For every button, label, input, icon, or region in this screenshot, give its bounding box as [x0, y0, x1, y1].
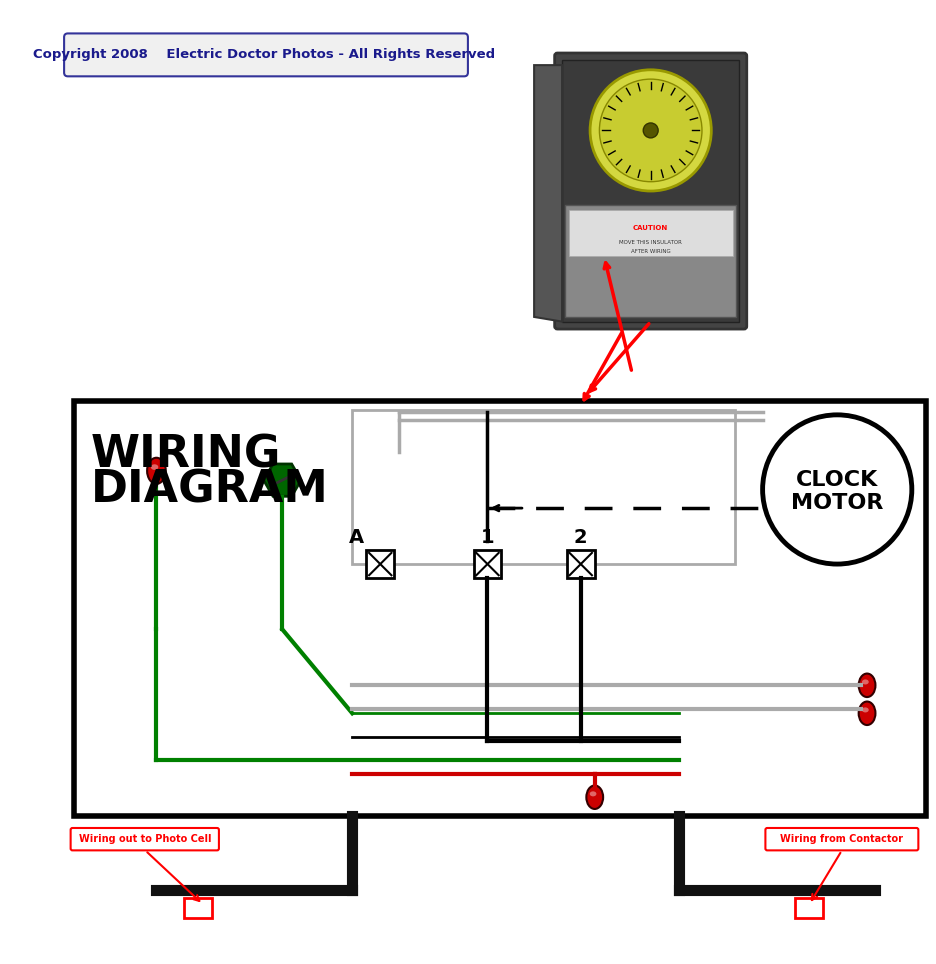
Bar — [184, 897, 212, 919]
Bar — [366, 550, 394, 578]
Text: AFTER WIRING: AFTER WIRING — [630, 249, 670, 254]
Bar — [795, 897, 823, 919]
Ellipse shape — [861, 680, 868, 684]
Polygon shape — [263, 464, 300, 496]
Ellipse shape — [861, 708, 868, 712]
Text: CAUTION: CAUTION — [633, 226, 667, 231]
Ellipse shape — [147, 458, 166, 484]
Ellipse shape — [589, 791, 596, 796]
Text: 2: 2 — [574, 528, 587, 548]
Circle shape — [642, 123, 657, 138]
Text: MOTOR: MOTOR — [790, 494, 883, 514]
FancyBboxPatch shape — [765, 828, 917, 850]
Text: Wiring out to Photo Cell: Wiring out to Photo Cell — [79, 834, 212, 844]
Polygon shape — [534, 66, 562, 322]
Text: Wiring from Contactor: Wiring from Contactor — [780, 834, 902, 844]
Bar — [74, 401, 925, 816]
Circle shape — [590, 69, 710, 191]
Circle shape — [599, 79, 701, 181]
Bar — [473, 550, 501, 578]
FancyBboxPatch shape — [564, 205, 736, 317]
FancyBboxPatch shape — [70, 828, 219, 850]
FancyBboxPatch shape — [562, 61, 739, 322]
Bar — [566, 550, 594, 578]
Text: DIAGRAM: DIAGRAM — [91, 469, 329, 512]
Text: MOVE THIS INSULATOR: MOVE THIS INSULATOR — [619, 240, 681, 245]
Ellipse shape — [586, 786, 603, 809]
Circle shape — [762, 415, 911, 564]
Text: CLOCK: CLOCK — [796, 470, 877, 490]
Ellipse shape — [857, 674, 874, 697]
Bar — [352, 411, 734, 564]
FancyBboxPatch shape — [568, 210, 732, 256]
Ellipse shape — [151, 465, 158, 469]
Text: WIRING: WIRING — [91, 434, 281, 476]
Text: Copyright 2008    Electric Doctor Photos - All Rights Reserved: Copyright 2008 Electric Doctor Photos - … — [33, 48, 494, 62]
FancyBboxPatch shape — [554, 53, 746, 329]
Text: A: A — [349, 528, 364, 548]
FancyBboxPatch shape — [64, 34, 467, 76]
Ellipse shape — [857, 702, 874, 725]
Text: 1: 1 — [480, 528, 494, 548]
